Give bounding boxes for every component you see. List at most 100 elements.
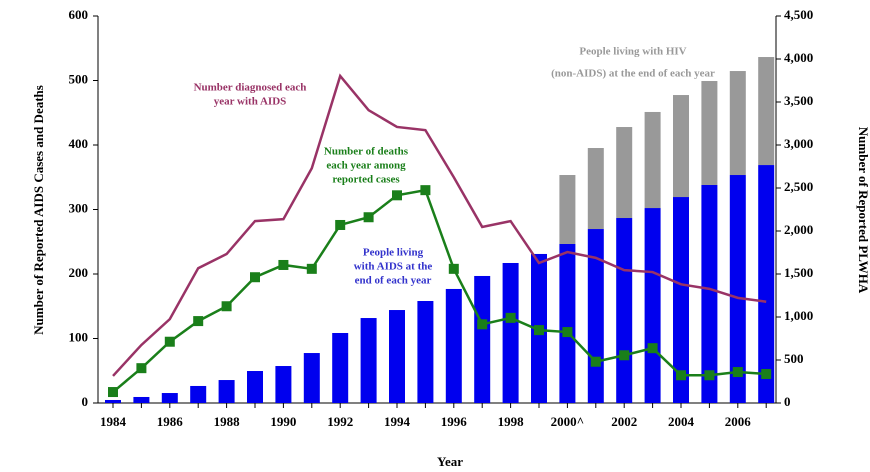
marker	[278, 259, 289, 270]
annotation: Number diagnosed each	[194, 82, 307, 94]
y-tick-label: 300	[69, 200, 89, 215]
bar	[673, 95, 689, 198]
bar	[417, 301, 434, 403]
marker	[590, 356, 601, 367]
bar	[360, 318, 377, 403]
annotation: end of each year	[355, 275, 432, 287]
bar	[133, 396, 150, 403]
bar	[218, 380, 235, 403]
annotation: with AIDS at the	[354, 261, 433, 273]
annotation: People living with HIV	[579, 46, 686, 58]
bar	[758, 165, 775, 403]
bar	[644, 208, 661, 403]
annotation: year with AIDS	[214, 96, 287, 108]
bar	[587, 148, 604, 230]
y2-tick-label: 2,000	[784, 222, 813, 237]
marker	[761, 368, 772, 379]
y2-tick-label: 3,500	[784, 93, 813, 108]
bar	[701, 81, 718, 185]
marker	[108, 387, 118, 398]
bar	[673, 197, 689, 403]
marker	[193, 316, 204, 327]
bar	[161, 393, 178, 403]
y-tick-label: 600	[69, 7, 89, 22]
marker	[704, 370, 715, 381]
y-tick-label: 400	[69, 136, 89, 151]
x-tick-label: 1984	[100, 414, 127, 429]
y2-tick-label: 2,500	[784, 179, 813, 194]
marker	[136, 363, 147, 374]
y2-tick-label: 1,000	[784, 308, 813, 323]
marker	[335, 219, 346, 230]
y-tick-label: 500	[69, 71, 89, 86]
x-tick-label: 2006	[725, 414, 752, 429]
bar	[445, 288, 462, 403]
marker	[477, 319, 488, 330]
bar	[616, 218, 633, 403]
y2-tick-label: 4,500	[784, 7, 813, 22]
marker	[732, 367, 743, 378]
marker	[164, 336, 175, 347]
bar	[644, 111, 661, 209]
bar	[758, 57, 775, 166]
annotation: (non-AIDS) at the end of each year	[551, 68, 715, 80]
marker	[647, 343, 658, 354]
marker	[363, 212, 374, 223]
bar	[247, 371, 263, 403]
annotation: each year among	[326, 160, 406, 172]
marker	[676, 370, 686, 381]
line	[112, 188, 767, 393]
bar	[559, 175, 576, 244]
marker	[562, 327, 573, 338]
bar	[332, 332, 349, 403]
y2-axis-label: Number of Reported PLWHA	[856, 127, 870, 294]
y2-tick-label: 500	[784, 351, 804, 366]
marker	[221, 301, 232, 312]
x-tick-label: 1990	[270, 414, 296, 429]
marker	[250, 272, 260, 283]
x-tick-label: 2004	[668, 414, 695, 429]
x-tick-label: 1992	[327, 414, 353, 429]
x-tick-label: 1994	[384, 414, 411, 429]
x-tick-label: 1996	[441, 414, 468, 429]
marker	[420, 185, 431, 196]
y2-tick-label: 4,000	[784, 50, 813, 65]
bar	[616, 127, 633, 219]
x-tick-label: 2002	[611, 414, 637, 429]
bar	[190, 385, 207, 403]
bar	[502, 262, 519, 403]
y2-tick-label: 1,500	[784, 265, 813, 280]
bar	[474, 275, 491, 403]
x-tick-label: 1988	[214, 414, 241, 429]
annotation: reported cases	[332, 174, 400, 186]
bar	[389, 310, 405, 403]
y-axis-label: Number of Reported AIDS Cases and Deaths	[31, 85, 46, 335]
marker	[534, 325, 544, 336]
marker	[392, 190, 402, 201]
annotation: People living	[363, 247, 424, 259]
bar	[729, 175, 746, 403]
bar	[587, 229, 604, 403]
line	[112, 73, 767, 377]
x-tick-label: 1998	[498, 414, 525, 429]
bar	[559, 243, 576, 403]
y2-tick-label: 0	[784, 394, 791, 409]
y-tick-label: 0	[82, 394, 89, 409]
bar	[105, 399, 121, 403]
bar	[275, 366, 292, 403]
x-axis-label: Year	[437, 454, 463, 469]
bar	[729, 71, 746, 176]
annotation: Number of deaths	[324, 146, 409, 158]
bar	[303, 353, 320, 403]
marker	[306, 263, 317, 274]
marker	[619, 350, 630, 361]
marker	[448, 263, 459, 274]
y-tick-label: 200	[69, 265, 89, 280]
y2-tick-label: 3,000	[784, 136, 813, 151]
y-tick-label: 100	[69, 329, 89, 344]
x-tick-label: 1986	[157, 414, 184, 429]
x-tick-label: 2000^	[551, 414, 585, 429]
bar	[701, 184, 718, 403]
marker	[505, 312, 516, 323]
